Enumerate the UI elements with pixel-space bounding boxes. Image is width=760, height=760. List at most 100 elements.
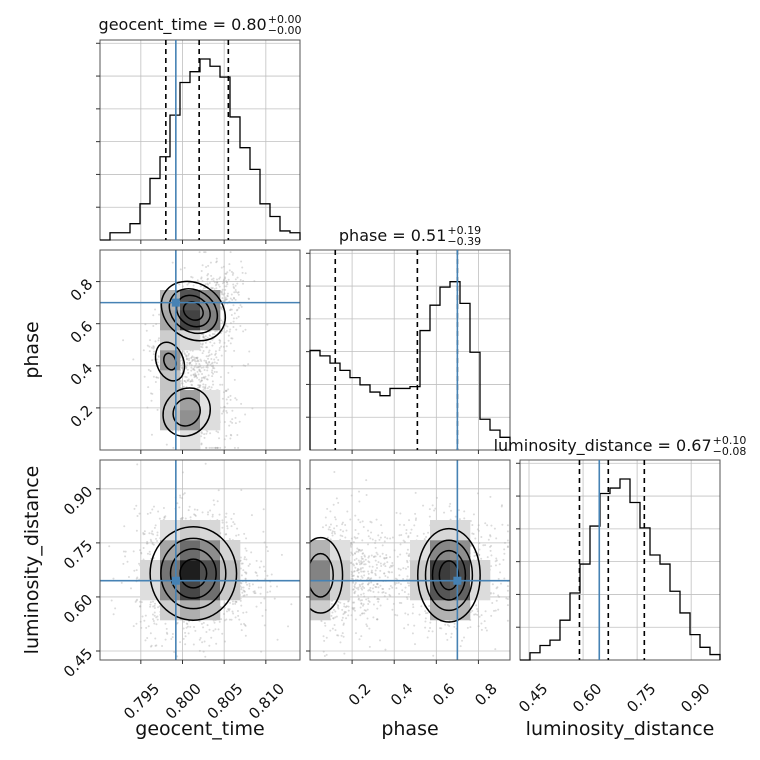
sample-point bbox=[484, 544, 487, 547]
sample-point bbox=[248, 563, 251, 566]
sample-point bbox=[193, 366, 196, 369]
sample-point bbox=[344, 523, 347, 526]
sample-point bbox=[184, 381, 187, 384]
sample-point bbox=[202, 376, 205, 379]
sample-point bbox=[357, 532, 360, 535]
sample-point bbox=[370, 571, 373, 574]
sample-point bbox=[360, 562, 363, 565]
sample-point bbox=[146, 512, 149, 515]
sample-point bbox=[491, 583, 494, 586]
sample-point bbox=[218, 437, 221, 440]
sample-point bbox=[485, 629, 488, 632]
x-tick-label: 0.810 bbox=[245, 680, 288, 723]
sample-point bbox=[185, 367, 188, 370]
sample-point bbox=[191, 378, 194, 381]
sample-point bbox=[230, 308, 233, 311]
sample-point bbox=[343, 652, 346, 655]
sample-point bbox=[486, 556, 489, 559]
sample-point bbox=[227, 608, 230, 611]
sample-point bbox=[506, 589, 509, 592]
sample-point bbox=[155, 322, 158, 325]
sample-point bbox=[223, 292, 226, 295]
sample-point bbox=[446, 623, 449, 626]
sample-point bbox=[263, 597, 266, 600]
sample-point bbox=[264, 570, 267, 573]
sample-point bbox=[457, 509, 460, 512]
sample-point bbox=[164, 638, 167, 641]
panel-frame bbox=[519, 459, 721, 661]
sample-point bbox=[209, 261, 212, 264]
sample-point bbox=[150, 532, 153, 535]
sample-point bbox=[213, 281, 216, 284]
sample-point bbox=[495, 587, 498, 590]
sample-point bbox=[471, 532, 474, 535]
sample-point bbox=[235, 601, 238, 604]
sample-point bbox=[381, 531, 384, 534]
sample-point bbox=[395, 511, 398, 514]
sample-point bbox=[193, 625, 196, 628]
sample-point bbox=[389, 564, 392, 567]
density-cell bbox=[330, 540, 351, 561]
sample-point bbox=[184, 635, 187, 638]
sample-point bbox=[218, 285, 221, 288]
x-tick-label: 0.4 bbox=[387, 680, 417, 710]
sample-point bbox=[156, 534, 159, 537]
sample-point bbox=[203, 640, 206, 643]
y-tick-label: 0.2 bbox=[67, 402, 97, 432]
sample-point bbox=[228, 269, 231, 272]
sample-point bbox=[203, 436, 206, 439]
sample-point bbox=[149, 603, 152, 606]
sample-point bbox=[205, 362, 208, 365]
sample-point bbox=[215, 278, 218, 281]
sample-point bbox=[140, 552, 143, 555]
sample-point bbox=[127, 576, 130, 579]
sample-point bbox=[239, 556, 242, 559]
sample-point bbox=[154, 637, 157, 640]
sample-point bbox=[414, 491, 417, 494]
sample-point bbox=[371, 571, 374, 574]
sample-point bbox=[391, 608, 394, 611]
sample-point bbox=[400, 601, 403, 604]
sample-point bbox=[196, 279, 199, 282]
truth-marker bbox=[453, 576, 462, 585]
sample-point bbox=[368, 627, 371, 630]
sample-point bbox=[185, 354, 188, 357]
sample-point bbox=[416, 534, 419, 537]
sample-point bbox=[234, 422, 237, 425]
sample-point bbox=[171, 636, 174, 639]
sample-point bbox=[215, 642, 218, 645]
sample-point bbox=[200, 432, 203, 435]
title-main: luminosity_distance = 0.67 bbox=[494, 436, 712, 456]
sample-point bbox=[385, 557, 388, 560]
sample-point bbox=[247, 363, 250, 366]
sample-point bbox=[209, 334, 212, 337]
sample-point bbox=[213, 361, 216, 364]
density-cell bbox=[200, 540, 221, 561]
sample-point bbox=[242, 611, 245, 614]
sample-point bbox=[184, 631, 187, 634]
sample-point bbox=[181, 497, 184, 500]
sample-point bbox=[234, 397, 237, 400]
sample-point bbox=[221, 321, 224, 324]
sample-point bbox=[471, 524, 474, 527]
density-cell bbox=[470, 580, 491, 601]
sample-point bbox=[324, 624, 327, 627]
sample-point bbox=[383, 557, 386, 560]
sample-point bbox=[202, 366, 205, 369]
sample-point bbox=[379, 536, 382, 539]
sample-point bbox=[200, 276, 203, 279]
sample-point bbox=[224, 298, 227, 301]
sample-point bbox=[198, 649, 201, 652]
sample-point bbox=[407, 536, 410, 539]
sample-point bbox=[189, 361, 192, 364]
panel-frame bbox=[99, 249, 301, 451]
density-cell bbox=[180, 390, 201, 411]
sample-point bbox=[407, 554, 410, 557]
sample-point bbox=[209, 363, 212, 366]
sample-point bbox=[225, 298, 228, 301]
sample-point bbox=[480, 622, 483, 625]
density-cell bbox=[180, 430, 201, 450]
sample-point bbox=[190, 374, 193, 377]
sample-point bbox=[379, 555, 382, 558]
sample-point bbox=[122, 562, 125, 565]
